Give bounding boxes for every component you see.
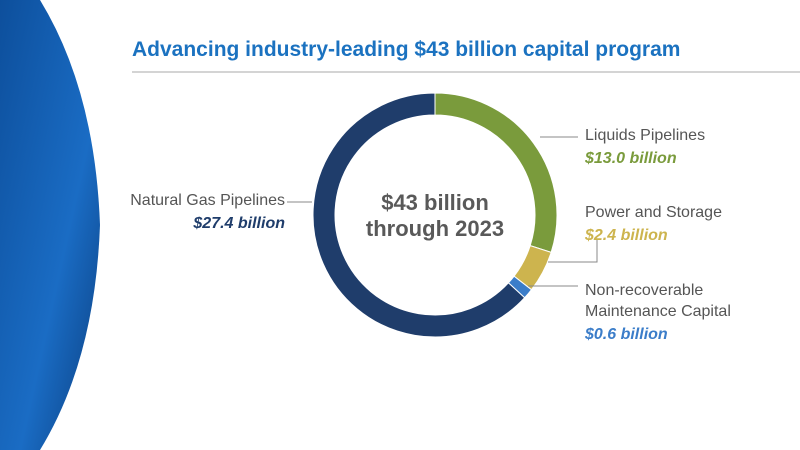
side-decoration xyxy=(0,0,100,450)
category-label: Non-recoverable Maintenance Capital xyxy=(585,282,731,320)
donut-segment xyxy=(312,92,526,338)
slide-title: Advancing industry-leading $43 billion c… xyxy=(132,38,681,61)
value-label: $2.4 billion xyxy=(585,227,668,244)
center-text: through 2023 xyxy=(366,216,504,241)
leader-line xyxy=(548,240,598,263)
value-label: $0.6 billion xyxy=(585,326,668,343)
leader-lines xyxy=(287,136,598,287)
category-label: Liquids Pipelines xyxy=(585,127,706,144)
donut xyxy=(312,92,558,338)
value-label: $27.4 billion xyxy=(193,215,285,232)
value-label: $13.0 billion xyxy=(585,150,677,167)
category-label: Natural Gas Pipelines xyxy=(130,192,285,209)
center-text: $43 billion xyxy=(381,190,489,215)
category-label: Power and Storage xyxy=(585,204,722,221)
